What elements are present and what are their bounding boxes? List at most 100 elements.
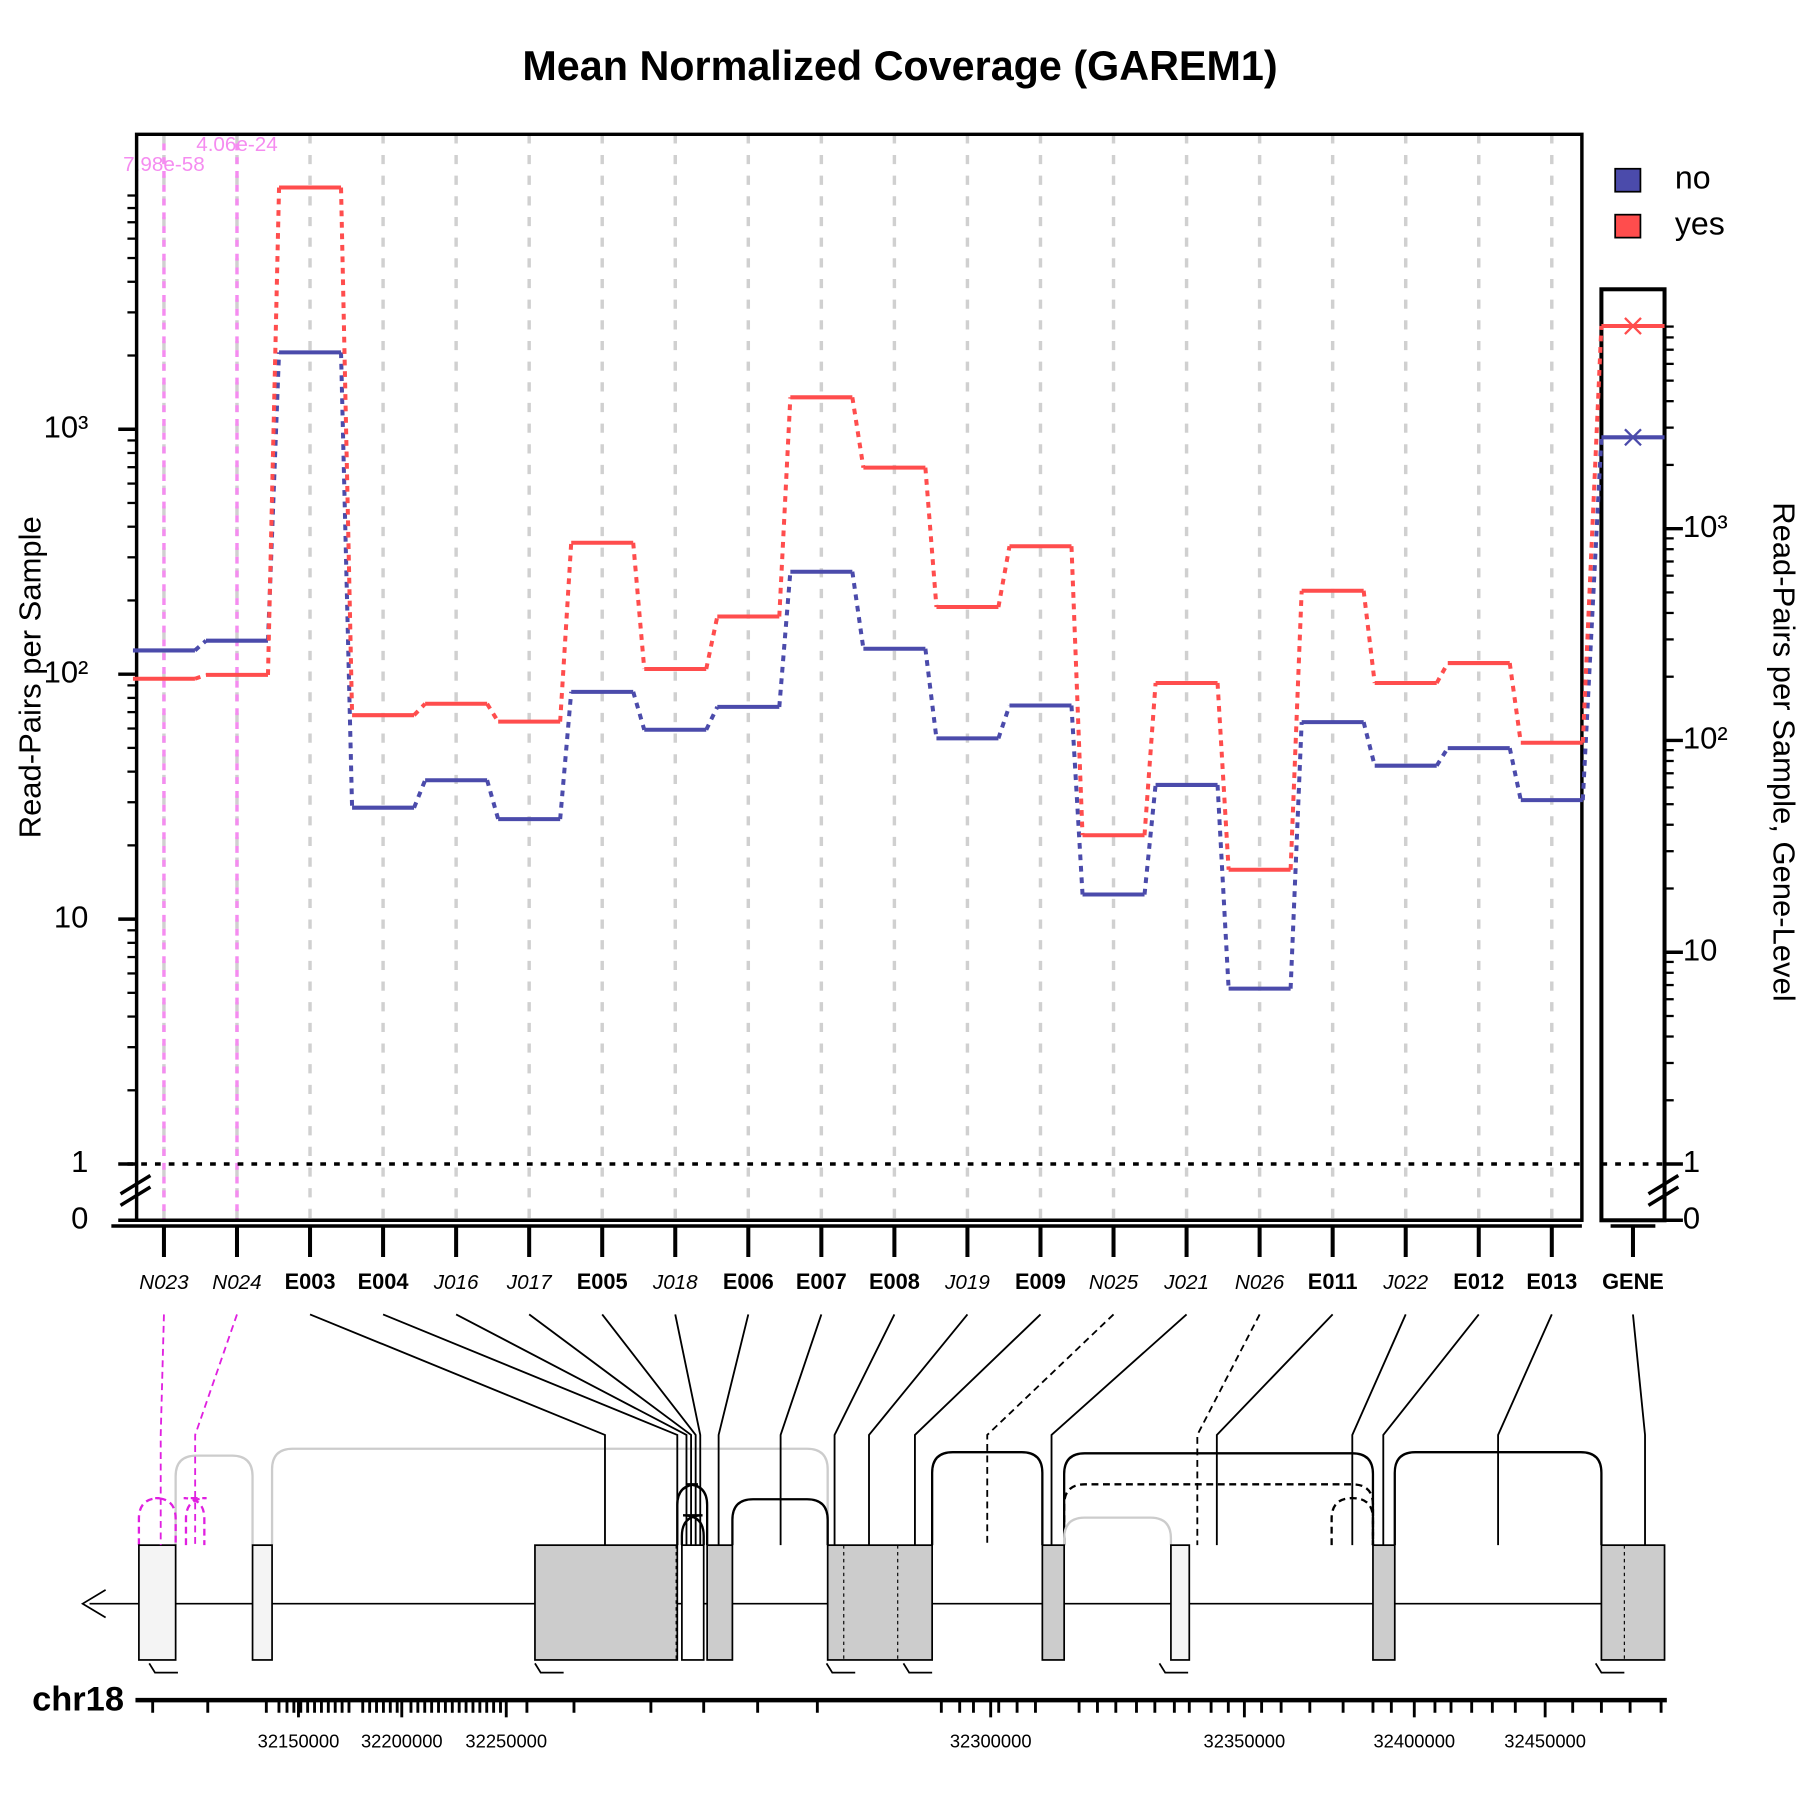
feature-connector: [1382, 1313, 1480, 1546]
plot-frame: [134, 132, 1584, 1223]
genome-axis-label: chr18: [32, 1680, 124, 1718]
connector: [704, 706, 720, 731]
axis-break: [119, 1185, 152, 1207]
connector: [339, 187, 355, 716]
connector: [485, 702, 500, 723]
exon: [826, 1544, 934, 1661]
coord-bracket: [825, 1662, 856, 1674]
junction-arc: [1063, 1483, 1375, 1546]
feature-connector: [1351, 1314, 1407, 1546]
exon: [1041, 1544, 1066, 1661]
feature-connector: [868, 1313, 969, 1546]
x-tick-label: E013: [1526, 1269, 1577, 1294]
feature-connector: [717, 1314, 750, 1546]
x-tick-label: J021: [1163, 1271, 1209, 1294]
x-tick-label: J017: [506, 1271, 553, 1294]
feature-connector: [528, 1313, 692, 1546]
coord-bracket: [534, 1662, 564, 1674]
gene-marker: [1624, 428, 1642, 447]
junction-arc: [270, 1447, 829, 1546]
connector: [850, 571, 866, 650]
junction-arc: [676, 1483, 709, 1546]
annotation: 4.06e-24: [196, 133, 278, 156]
connector: [339, 352, 355, 808]
exon: [1372, 1544, 1396, 1661]
y-tick-label: 1: [71, 1144, 88, 1179]
genome-tick-label: 32150000: [258, 1730, 340, 1751]
exon: [706, 1544, 734, 1661]
connector: [1215, 682, 1231, 870]
connector: [631, 691, 647, 731]
coord-bracket: [902, 1662, 933, 1674]
feature-connector: [194, 1314, 238, 1546]
connector: [1580, 325, 1604, 743]
feature-connector: [1050, 1313, 1188, 1546]
junction-arc: [930, 1451, 1044, 1546]
feature-connector: [914, 1313, 1042, 1546]
exon: [1600, 1544, 1666, 1661]
axis-break: [1647, 1185, 1680, 1207]
connector: [1580, 437, 1604, 801]
y-tick-label: 10³: [44, 409, 89, 444]
y2-tick-label: 0: [1683, 1200, 1700, 1235]
connector: [1069, 705, 1085, 895]
connector: [704, 616, 720, 670]
x-tick-label: E003: [285, 1269, 336, 1294]
connector: [1361, 590, 1377, 684]
feature-connector: [674, 1314, 702, 1546]
y2-axis-label: Read-Pairs per Sample, Gene-Level: [1766, 502, 1800, 1001]
connector: [1288, 590, 1304, 870]
x-tick-label: N026: [1235, 1271, 1285, 1294]
x-tick-label: GENE: [1602, 1269, 1664, 1294]
y-tick-label: 0: [71, 1200, 88, 1235]
feature-connector: [779, 1314, 823, 1546]
gene-panel-frame: [1599, 287, 1667, 1223]
connector: [1069, 546, 1085, 836]
connector: [777, 397, 793, 617]
coord-bracket: [1594, 1662, 1625, 1674]
connector: [996, 545, 1012, 608]
feature-connector: [455, 1313, 688, 1546]
connector: [1215, 784, 1231, 989]
x-tick-label: J019: [944, 1271, 990, 1294]
junction-arc: [174, 1454, 254, 1546]
connector: [558, 542, 574, 722]
x-tick-label: E006: [723, 1269, 774, 1294]
connector: [1507, 662, 1523, 743]
x-tick-label: E007: [796, 1269, 847, 1294]
connector: [1507, 747, 1523, 801]
connector: [485, 779, 501, 820]
exon: [681, 1544, 705, 1661]
annotation: 7.98e-58: [123, 153, 205, 176]
genome-tick-label: 32450000: [1504, 1730, 1586, 1751]
feature-connector: [382, 1313, 679, 1546]
connector: [923, 467, 939, 608]
feature-connector: [1497, 1314, 1553, 1546]
connector: [194, 673, 207, 681]
feature-connector: [601, 1313, 697, 1546]
feature-connector: [159, 1314, 165, 1546]
connector: [558, 691, 574, 820]
genome-tick-label: 32350000: [1204, 1730, 1286, 1751]
x-tick-label: N023: [139, 1271, 189, 1294]
feature-connector: [986, 1313, 1115, 1546]
axis-break: [1647, 1174, 1680, 1196]
exon: [138, 1544, 177, 1661]
y2-tick-label: 10: [1683, 932, 1717, 967]
connector: [1288, 722, 1304, 989]
axis-break: [119, 1174, 152, 1196]
connector: [923, 648, 939, 739]
legend-label: no: [1675, 160, 1711, 196]
junction-arc: [1063, 1452, 1375, 1546]
feature-connector: [309, 1313, 606, 1546]
y2-tick-label: 10³: [1683, 509, 1728, 544]
x-tick-label: E012: [1453, 1269, 1504, 1294]
y-tick-label: 10²: [44, 654, 89, 689]
connector: [412, 702, 427, 717]
exon: [534, 1544, 679, 1661]
genome-tick-label: 32250000: [465, 1730, 547, 1751]
connector: [1434, 662, 1450, 685]
x-tick-label: J022: [1382, 1271, 1428, 1294]
exon: [251, 1544, 273, 1661]
